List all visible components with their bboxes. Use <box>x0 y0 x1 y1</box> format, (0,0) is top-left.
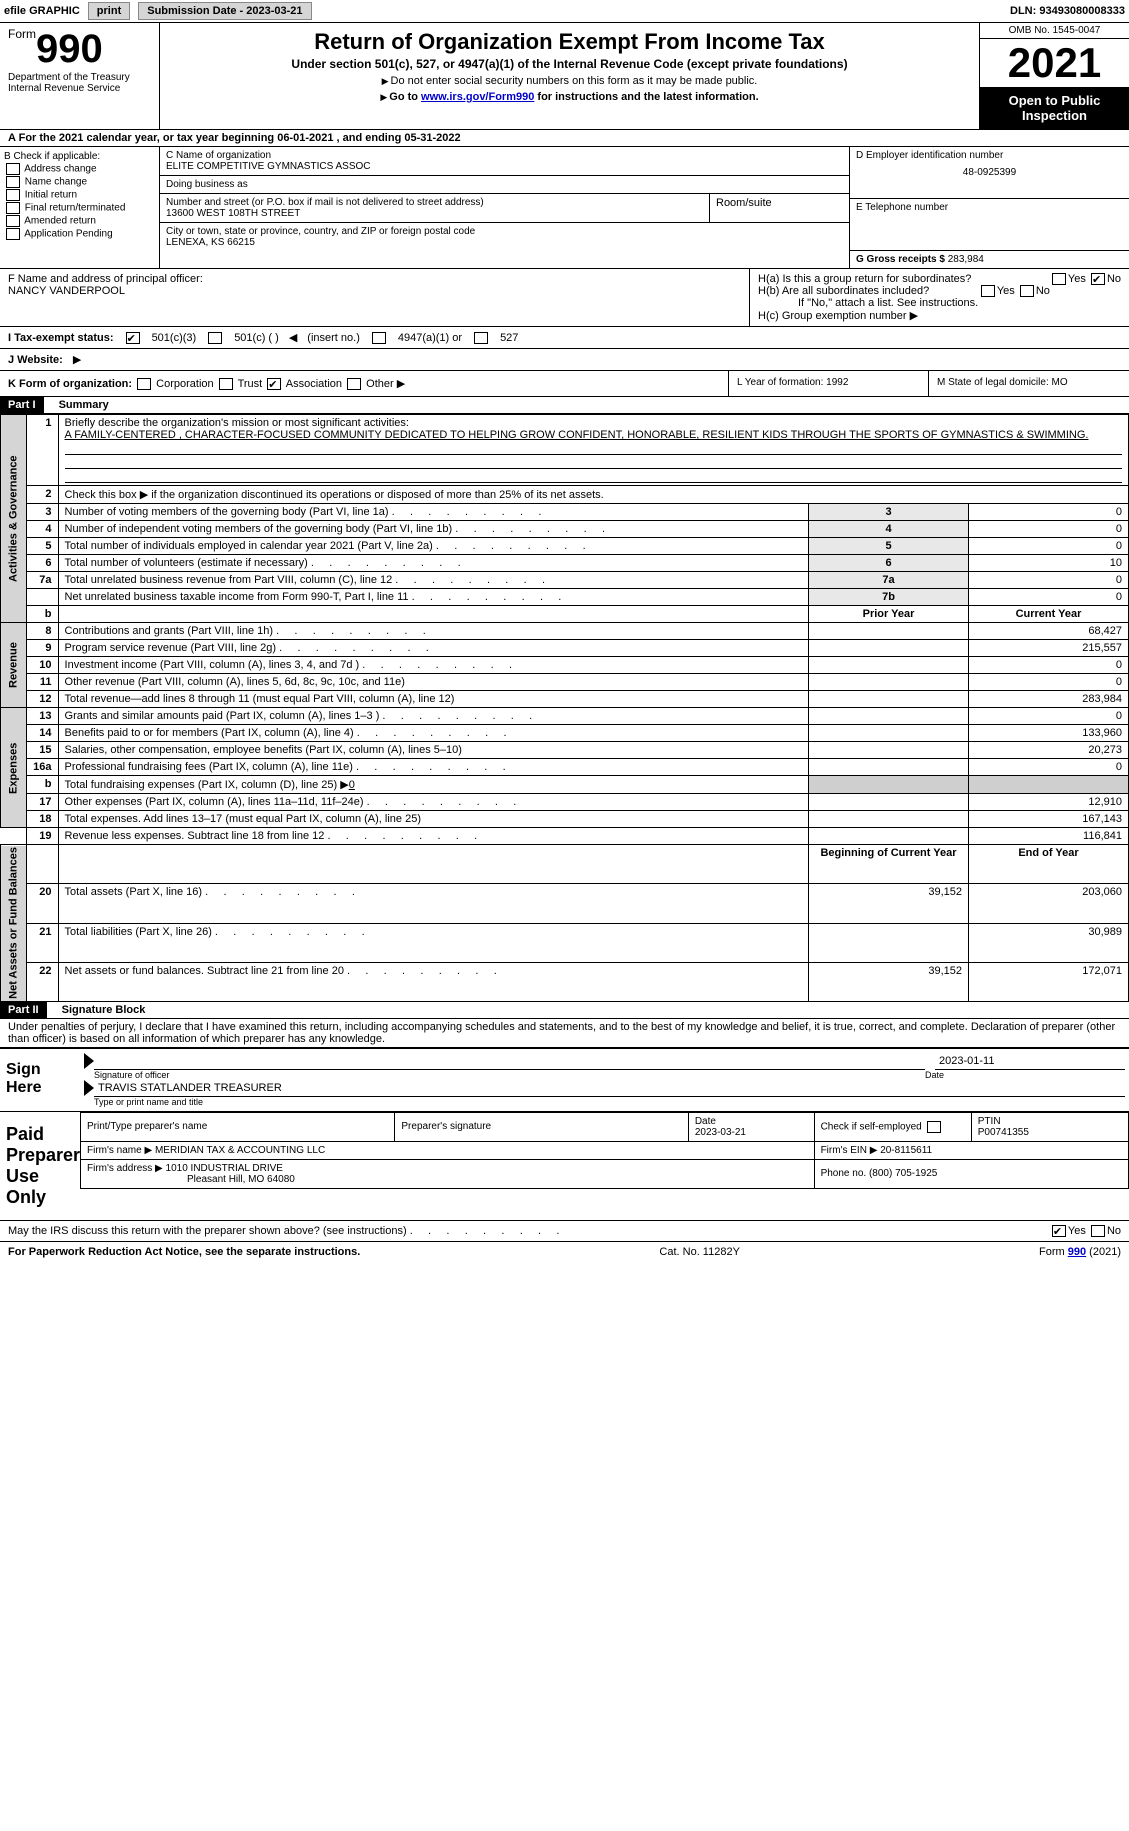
form-number: Form990 <box>8 27 151 72</box>
label-a: A <box>8 132 19 144</box>
discuss-row: May the IRS discuss this return with the… <box>0 1220 1129 1241</box>
check-other[interactable] <box>347 378 361 390</box>
check-trust[interactable] <box>219 378 233 390</box>
open-public-label: Open to Public Inspection <box>980 87 1129 129</box>
h-c: H(c) Group exemption number ▶ <box>758 309 1121 322</box>
label-dba: Doing business as <box>166 179 843 190</box>
side-expenses: Expenses <box>1 708 27 828</box>
form-link[interactable]: 990 <box>1068 1246 1086 1258</box>
section-fh: F Name and address of principal officer:… <box>0 269 1129 327</box>
check-corp[interactable] <box>137 378 151 390</box>
label-gross: G Gross receipts $ <box>856 254 945 265</box>
label-street: Number and street (or P.O. box if mail i… <box>166 197 703 208</box>
arrow-icon <box>380 91 389 103</box>
check-discuss-no[interactable] <box>1091 1225 1105 1237</box>
label-officer: F Name and address of principal officer: <box>8 273 741 285</box>
h-a: H(a) Is this a group return for subordin… <box>758 273 1121 285</box>
dept-label: Department of the Treasury <box>8 72 151 83</box>
efile-label: efile GRAPHIC <box>4 5 80 17</box>
dln-label: DLN: 93493080008333 <box>1010 5 1125 17</box>
side-revenue: Revenue <box>1 623 27 708</box>
top-bar: efile GRAPHIC print Submission Date - 20… <box>0 0 1129 23</box>
omb-number: OMB No. 1545-0047 <box>980 23 1129 39</box>
form-header: Form990 Department of the Treasury Inter… <box>0 23 1129 130</box>
mission-text: A FAMILY-CENTERED , CHARACTER-FOCUSED CO… <box>65 429 1089 441</box>
officer-name-title: TRAVIS STATLANDER TREASURER <box>94 1080 1125 1097</box>
period-row: A For the 2021 calendar year, or tax yea… <box>0 130 1129 147</box>
side-netassets: Net Assets or Fund Balances <box>1 845 27 1002</box>
ein-value: 48-0925399 <box>856 161 1123 178</box>
sign-here-block: Sign Here Signature of officer 2023-01-1… <box>0 1047 1129 1111</box>
check-501c3[interactable] <box>126 332 140 344</box>
h-b-note: If "No," attach a list. See instructions… <box>758 297 1121 309</box>
officer-name: NANCY VANDERPOOL <box>8 285 741 297</box>
gross-value: 283,984 <box>948 254 984 265</box>
form-subtitle: Under section 501(c), 527, or 4947(a)(1)… <box>170 57 969 71</box>
section-bcdeg: B Check if applicable: Address change Na… <box>0 147 1129 269</box>
check-discuss-yes[interactable] <box>1052 1225 1066 1237</box>
preparer-table: Print/Type preparer's name Preparer's si… <box>80 1112 1129 1189</box>
label-city: City or town, state or province, country… <box>166 226 843 237</box>
check-name[interactable]: Name change <box>4 176 155 188</box>
check-527[interactable] <box>474 332 488 344</box>
form-title: Return of Organization Exempt From Incom… <box>170 29 969 55</box>
print-button[interactable]: print <box>88 2 130 20</box>
check-assoc[interactable] <box>267 378 281 390</box>
check-amended[interactable]: Amended return <box>4 215 155 227</box>
submission-date-button[interactable]: Submission Date - 2023-03-21 <box>138 2 311 20</box>
irs-form-link[interactable]: www.irs.gov/Form990 <box>421 91 534 103</box>
note-ssn: Do not enter social security numbers on … <box>391 75 758 87</box>
check-final[interactable]: Final return/terminated <box>4 202 155 214</box>
check-application[interactable]: Application Pending <box>4 228 155 240</box>
check-501c[interactable] <box>208 332 222 344</box>
check-4947[interactable] <box>372 332 386 344</box>
tax-year: 2021 <box>980 39 1129 87</box>
city-value: LENEXA, KS 66215 <box>166 237 843 248</box>
box-b-title: B Check if applicable: <box>4 151 155 162</box>
paid-preparer-label: Paid Preparer Use Only <box>0 1112 80 1220</box>
h-b: H(b) Are all subordinates included? Yes … <box>758 285 1121 297</box>
org-name: ELITE COMPETITIVE GYMNASTICS ASSOC <box>166 161 843 172</box>
footer: For Paperwork Reduction Act Notice, see … <box>0 1241 1129 1262</box>
part2-header: Part II Signature Block <box>0 1002 1129 1019</box>
label-org-name: C Name of organization <box>166 150 843 161</box>
tax-exempt-row: I Tax-exempt status: 501(c)(3) 501(c) ( … <box>0 327 1129 349</box>
check-address[interactable]: Address change <box>4 163 155 175</box>
irs-label: Internal Revenue Service <box>8 83 151 94</box>
part1-table: Activities & Governance 1 Briefly descri… <box>0 414 1129 1002</box>
part1-header: Part I Summary <box>0 397 1129 414</box>
side-activities: Activities & Governance <box>1 415 27 623</box>
website-row: J Website: ▶ <box>0 349 1129 371</box>
check-initial[interactable]: Initial return <box>4 189 155 201</box>
declaration-text: Under penalties of perjury, I declare th… <box>0 1019 1129 1047</box>
street-value: 13600 WEST 108TH STREET <box>166 208 703 219</box>
label-ein: D Employer identification number <box>856 150 1123 161</box>
label-room: Room/suite <box>716 197 843 209</box>
arrow-icon <box>382 75 391 87</box>
label-phone: E Telephone number <box>856 202 1123 213</box>
klm-row: K Form of organization: Corporation Trus… <box>0 371 1129 397</box>
